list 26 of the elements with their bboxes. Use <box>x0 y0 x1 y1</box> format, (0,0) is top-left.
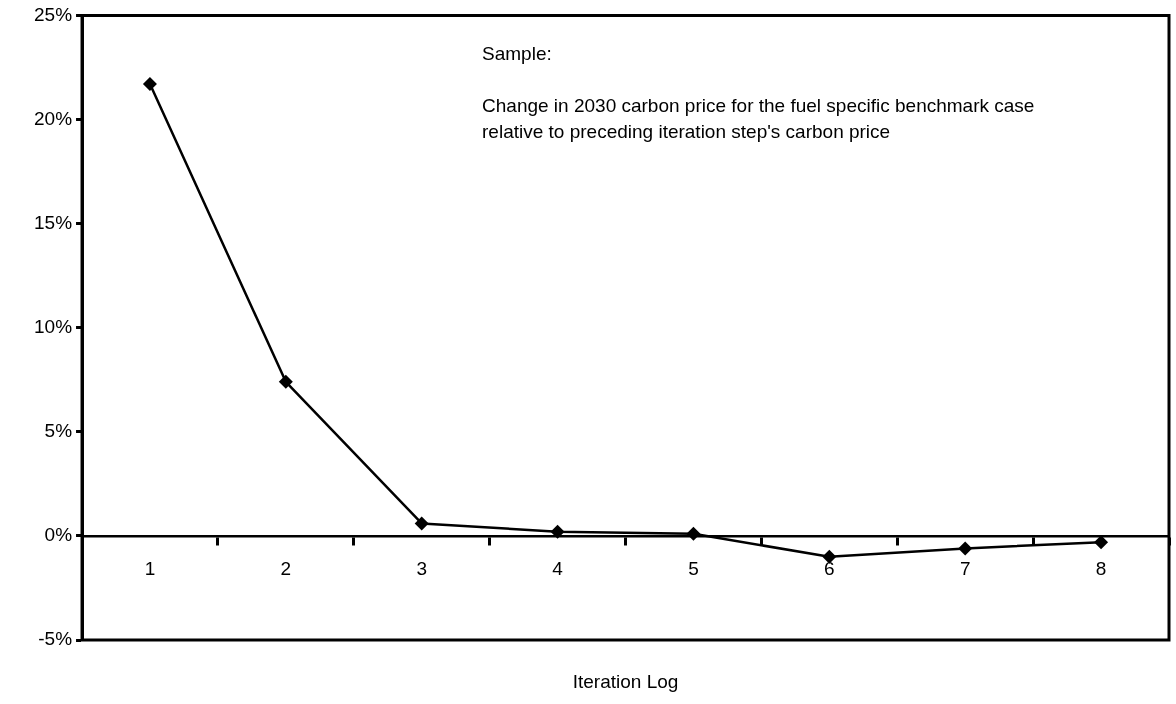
y-tick-label: 10% <box>34 315 73 337</box>
point <box>1094 535 1109 550</box>
annotation: Sample: <box>482 43 552 65</box>
point <box>822 549 837 564</box>
point <box>142 77 157 92</box>
x-tick-label: 6 <box>824 557 835 579</box>
y-tick-label: 0% <box>44 524 73 546</box>
point <box>550 524 565 539</box>
y-tick-label: -5% <box>38 628 73 650</box>
x-tick-label: 5 <box>688 557 699 579</box>
y-tick-label: 5% <box>44 420 73 442</box>
point <box>958 541 973 556</box>
point <box>278 374 293 389</box>
x-tick-label: 8 <box>1095 557 1107 579</box>
x-tick-label: 2 <box>280 557 292 579</box>
x-tick-label: 1 <box>144 557 156 579</box>
y-tick-label: 20% <box>34 107 73 129</box>
y-tick-label: 25% <box>34 3 73 25</box>
annotation: Change in 2030 carbon price for the fuel specific benchmark case relative to preceding iteration step's carbon price <box>482 95 1035 143</box>
x-tick-label: 7 <box>959 557 971 579</box>
point <box>414 516 429 531</box>
x-axis-title: Iteration Log <box>572 671 679 693</box>
x-tick-label: 4 <box>552 557 564 579</box>
y-tick-label: 15% <box>34 211 73 233</box>
x-tick-label: 3 <box>416 557 427 579</box>
point <box>686 526 701 541</box>
